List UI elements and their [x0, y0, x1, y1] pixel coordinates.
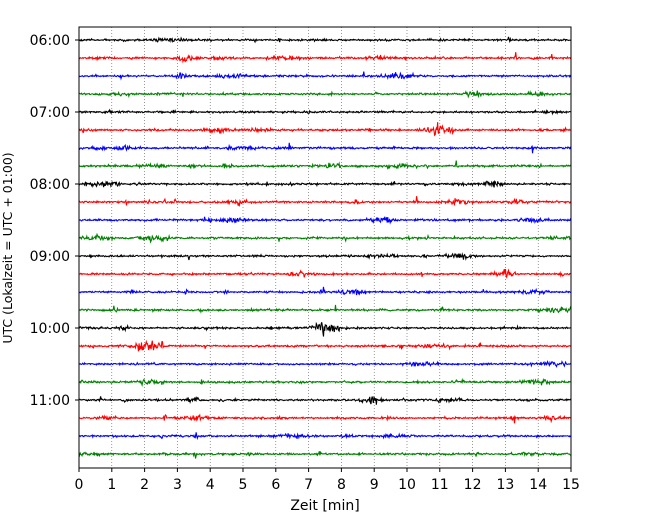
x-tick-label: 9: [370, 477, 379, 493]
trace-0730: [78, 142, 572, 154]
trace-0715: [78, 122, 572, 137]
trace-0830: [78, 216, 572, 225]
trace-1030: [78, 360, 572, 368]
trace-0800: [78, 180, 572, 189]
y-tick-label: 08:00: [30, 177, 70, 193]
trace-0845: [78, 232, 572, 244]
x-axis-label: Zeit [min]: [290, 498, 359, 514]
trace-1045: [78, 377, 572, 388]
x-tick-label: 7: [304, 477, 313, 493]
x-tick-label: 5: [239, 477, 248, 493]
x-tick-label: 11: [431, 477, 449, 493]
x-tick-label: 12: [464, 477, 482, 493]
y-axis: 06:00 07:00 08:00 09:00 10:00 11:00: [30, 33, 79, 409]
seismic-traces: [78, 36, 572, 459]
x-tick-label: 3: [173, 477, 182, 493]
x-axis: 0 1 2 3 4 5 6 7 8 9 10 11 12 13 14 15: [75, 468, 580, 493]
trace-0630: [78, 71, 572, 81]
x-tick-label: 15: [562, 477, 580, 493]
trace-1000: [78, 321, 572, 337]
trace-0815: [78, 196, 572, 208]
x-tick-label: 1: [107, 477, 116, 493]
x-tick-label: 14: [529, 477, 547, 493]
trace-1015: [78, 339, 572, 352]
trace-0900: [78, 252, 572, 261]
trace-0600: [78, 36, 572, 44]
trace-1115: [78, 413, 572, 424]
plot-frame: [78, 26, 572, 469]
trace-0745: [78, 160, 572, 170]
y-tick-label: 09:00: [30, 249, 70, 265]
x-tick-label: 2: [140, 477, 149, 493]
y-tick-label: 07:00: [30, 105, 70, 121]
x-tick-label: 8: [337, 477, 346, 493]
x-tick-label: 13: [496, 477, 514, 493]
trace-0930: [78, 286, 572, 296]
y-tick-label: 10:00: [30, 321, 70, 337]
x-tick-label: 10: [398, 477, 416, 493]
trace-0945: [78, 304, 572, 314]
y-tick-label: 11:00: [30, 393, 70, 409]
trace-0645: [78, 90, 572, 99]
x-tick-label: 6: [271, 477, 280, 493]
y-axis-label: UTC (Lokalzeit = UTC + 01:00): [0, 152, 15, 343]
trace-1145: [78, 450, 572, 459]
y-tick-label: 06:00: [30, 33, 70, 49]
x-tick-label: 0: [75, 477, 84, 493]
trace-0700: [78, 108, 572, 116]
trace-1100: [78, 395, 572, 405]
trace-1130: [78, 432, 572, 441]
x-tick-label: 4: [206, 477, 215, 493]
trace-0915: [78, 268, 572, 279]
trace-0615: [78, 52, 572, 64]
